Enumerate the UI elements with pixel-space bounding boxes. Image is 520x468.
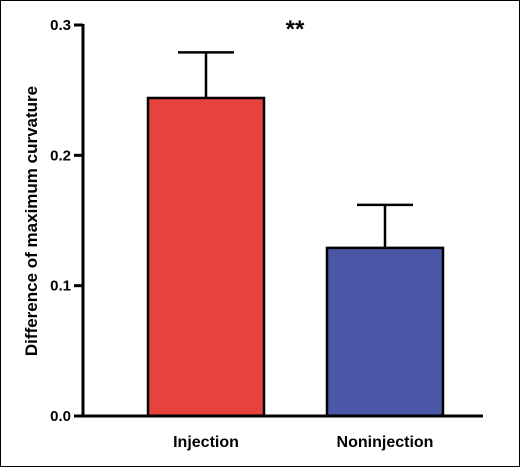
y-tick-label: 0.1 xyxy=(50,278,71,295)
x-category-label: Injection xyxy=(173,434,239,451)
significance-annotation: ** xyxy=(286,16,305,43)
chart-marks xyxy=(146,51,445,418)
y-axis-ticks: 0.0 0.1 0.2 0.3 xyxy=(50,17,83,425)
y-tick-label: 0.3 xyxy=(50,17,71,34)
y-tick-label: 0.2 xyxy=(50,147,71,164)
bar xyxy=(325,246,445,418)
x-category-label: Noninjection xyxy=(337,434,434,451)
bar xyxy=(146,96,266,418)
x-axis-categories: Injection Noninjection xyxy=(173,434,433,451)
y-axis-title: Difference of maximum curvature xyxy=(22,86,41,356)
y-tick-label: 0.0 xyxy=(50,408,71,425)
